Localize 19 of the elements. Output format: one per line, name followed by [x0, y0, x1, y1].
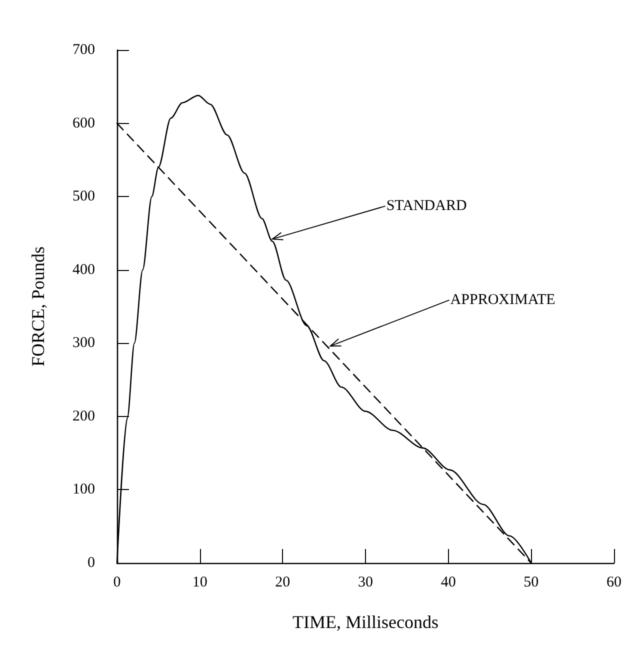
x-tick-label: 0: [113, 574, 121, 590]
y-tick-label: 100: [72, 482, 95, 498]
x-tick-label: 40: [440, 574, 456, 590]
x-tick-label: 30: [358, 574, 373, 590]
y-tick-label: 0: [88, 555, 95, 571]
y-tick-label: 700: [72, 42, 95, 58]
annotation: APPROXIMATE: [450, 292, 556, 308]
x-tick-label: 50: [524, 574, 539, 590]
x-axis-title: TIME, Milliseconds: [292, 612, 438, 632]
y-tick-label: 500: [72, 188, 95, 205]
y-tick-label: 300: [72, 335, 95, 352]
annotation: STANDARD: [386, 198, 467, 214]
y-tick-label: 200: [72, 408, 95, 424]
x-tick-label: 10: [192, 574, 208, 590]
y-tick-label: 600: [72, 115, 95, 132]
x-tick-label: 20: [275, 574, 290, 590]
x-tick-label: 60: [606, 574, 622, 590]
y-axis-title: FORCE, Pounds: [28, 246, 48, 367]
y-tick-label: 400: [72, 262, 95, 278]
